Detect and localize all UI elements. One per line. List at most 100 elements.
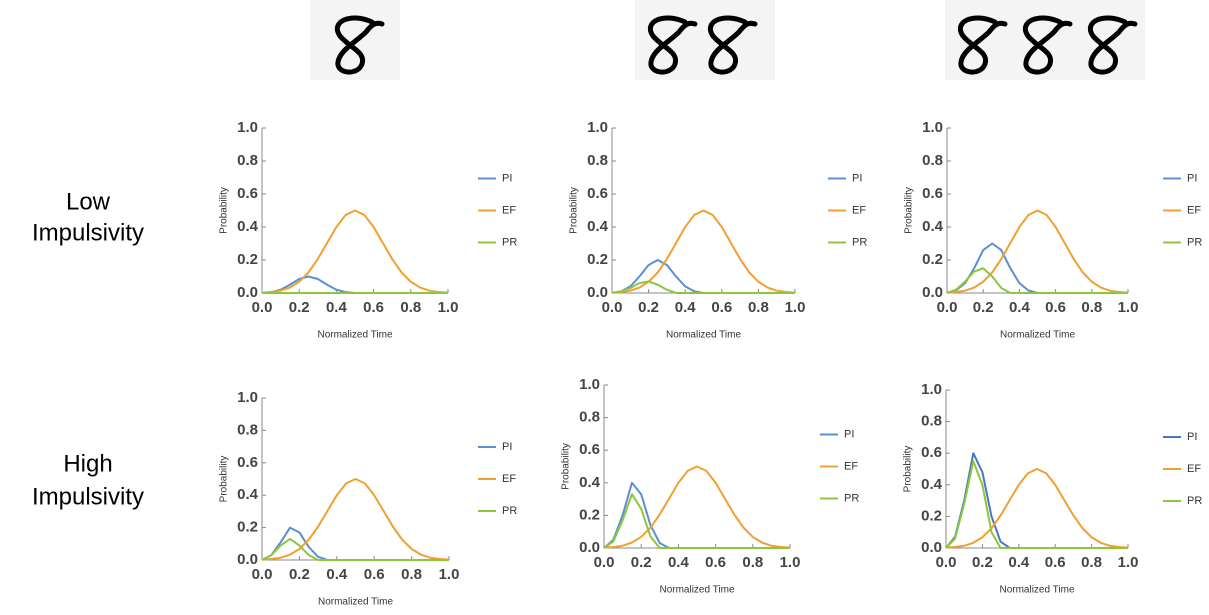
legend-label: PI <box>502 172 512 184</box>
legend-label: EF <box>502 204 516 216</box>
x-tick-label: 1.0 <box>438 299 459 316</box>
y-tick-label: 1.0 <box>237 119 258 136</box>
y-tick-label: 1.0 <box>237 389 258 406</box>
y-axis-label: Probability <box>569 187 580 234</box>
row-label: Impulsivity <box>32 483 144 510</box>
legend-label: PI <box>844 428 854 440</box>
row-label: Low <box>66 188 111 215</box>
y-axis-label: Probability <box>561 443 572 490</box>
x-tick-label: 0.4 <box>675 299 697 316</box>
figure: Low Impulsivity High Impulsivity 0.0 0.2 0… <box>0 0 1209 615</box>
x-axis-label: Normalized Time <box>1000 330 1075 341</box>
series-line <box>947 268 1128 293</box>
legend-label: EF <box>1187 463 1201 475</box>
y-tick-label: 0.6 <box>922 185 943 202</box>
x-tick-label: 0.8 <box>400 299 421 316</box>
series-line <box>604 483 790 548</box>
y-tick-label: 0.2 <box>579 506 600 523</box>
x-tick-label: 0.4 <box>326 566 348 583</box>
x-tick-label: 0.4 <box>1009 299 1031 316</box>
y-tick-label: 1.0 <box>587 119 608 136</box>
y-tick-label: 0.8 <box>921 413 942 430</box>
legend-label: PR <box>844 492 859 504</box>
y-tick-label: 0.8 <box>922 152 943 169</box>
y-tick-label: 1.0 <box>579 376 600 393</box>
legend-label: PR <box>502 505 517 517</box>
x-tick-label: 0.6 <box>705 554 726 571</box>
y-tick-label: 0.0 <box>587 284 608 301</box>
y-tick-label: 0.4 <box>237 486 259 503</box>
legend-label: PR <box>1187 236 1202 248</box>
series-line <box>262 277 448 294</box>
x-tick-label: 0.6 <box>1045 554 1066 571</box>
y-tick-label: 0.8 <box>237 152 258 169</box>
y-axis-label: Probability <box>904 187 915 234</box>
x-tick-label: 0.2 <box>289 566 310 583</box>
y-tick-label: 0.0 <box>579 539 600 556</box>
x-tick-label: 0.2 <box>973 299 994 316</box>
series-line <box>612 211 795 293</box>
x-axis-label: Normalized Time <box>317 330 392 341</box>
series-line <box>262 539 449 560</box>
legend-label: PR <box>502 236 517 248</box>
legend-label: EF <box>502 473 516 485</box>
series-line <box>262 211 448 293</box>
x-tick-label: 0.6 <box>1045 299 1066 316</box>
series-line <box>947 244 1128 294</box>
x-axis-label: Normalized Time <box>999 585 1074 596</box>
x-axis-label: Normalized Time <box>318 597 393 608</box>
series-line <box>946 469 1128 548</box>
y-tick-label: 0.2 <box>922 251 943 268</box>
x-tick-label: 0.2 <box>972 554 993 571</box>
x-axis-label: Normalized Time <box>659 585 734 596</box>
x-tick-label: 0.8 <box>1081 554 1102 571</box>
x-tick-label: 0.2 <box>289 299 310 316</box>
x-tick-label: 0.0 <box>602 299 623 316</box>
y-tick-label: 0.8 <box>579 409 600 426</box>
y-tick-label: 0.0 <box>237 551 258 568</box>
y-tick-label: 1.0 <box>921 381 942 398</box>
y-tick-label: 0.4 <box>922 218 944 235</box>
x-tick-label: 0.8 <box>748 299 769 316</box>
x-tick-label: 0.4 <box>326 299 348 316</box>
y-tick-label: 0.0 <box>237 284 258 301</box>
row-label: High <box>63 450 112 477</box>
x-tick-label: 0.0 <box>937 299 958 316</box>
series-line <box>946 453 1128 548</box>
y-tick-label: 0.6 <box>237 454 258 471</box>
y-axis-label: Probability <box>219 187 230 234</box>
series-line <box>946 461 1128 548</box>
series-line <box>604 494 790 548</box>
y-tick-label: 0.4 <box>237 218 259 235</box>
y-tick-label: 0.4 <box>921 476 943 493</box>
x-tick-label: 0.6 <box>364 566 385 583</box>
x-tick-label: 0.8 <box>401 566 422 583</box>
x-tick-label: 1.0 <box>785 299 806 316</box>
y-tick-label: 0.0 <box>922 284 943 301</box>
y-tick-label: 0.8 <box>587 152 608 169</box>
legend-label: PI <box>502 441 512 453</box>
x-tick-label: 0.2 <box>638 299 659 316</box>
y-tick-label: 0.6 <box>587 185 608 202</box>
x-tick-label: 1.0 <box>1118 554 1139 571</box>
row-label: Impulsivity <box>32 219 144 246</box>
x-tick-label: 1.0 <box>439 566 460 583</box>
legend-label: PI <box>852 172 862 184</box>
legend-label: PI <box>1187 431 1197 443</box>
y-tick-label: 1.0 <box>922 119 943 136</box>
x-tick-label: 1.0 <box>780 554 801 571</box>
y-tick-label: 0.4 <box>579 474 601 491</box>
legend-label: PI <box>1187 172 1197 184</box>
y-tick-label: 0.2 <box>587 251 608 268</box>
x-tick-label: 0.4 <box>668 554 690 571</box>
x-tick-label: 0.4 <box>1008 554 1030 571</box>
y-tick-label: 0.6 <box>579 441 600 458</box>
y-tick-label: 0.2 <box>921 507 942 524</box>
series-line <box>604 467 790 548</box>
y-tick-label: 0.2 <box>237 519 258 536</box>
legend-label: EF <box>852 204 866 216</box>
legend-label: PR <box>1187 495 1202 507</box>
y-axis-label: Probability <box>903 446 914 493</box>
y-tick-label: 0.2 <box>237 251 258 268</box>
x-tick-label: 0.0 <box>594 554 615 571</box>
